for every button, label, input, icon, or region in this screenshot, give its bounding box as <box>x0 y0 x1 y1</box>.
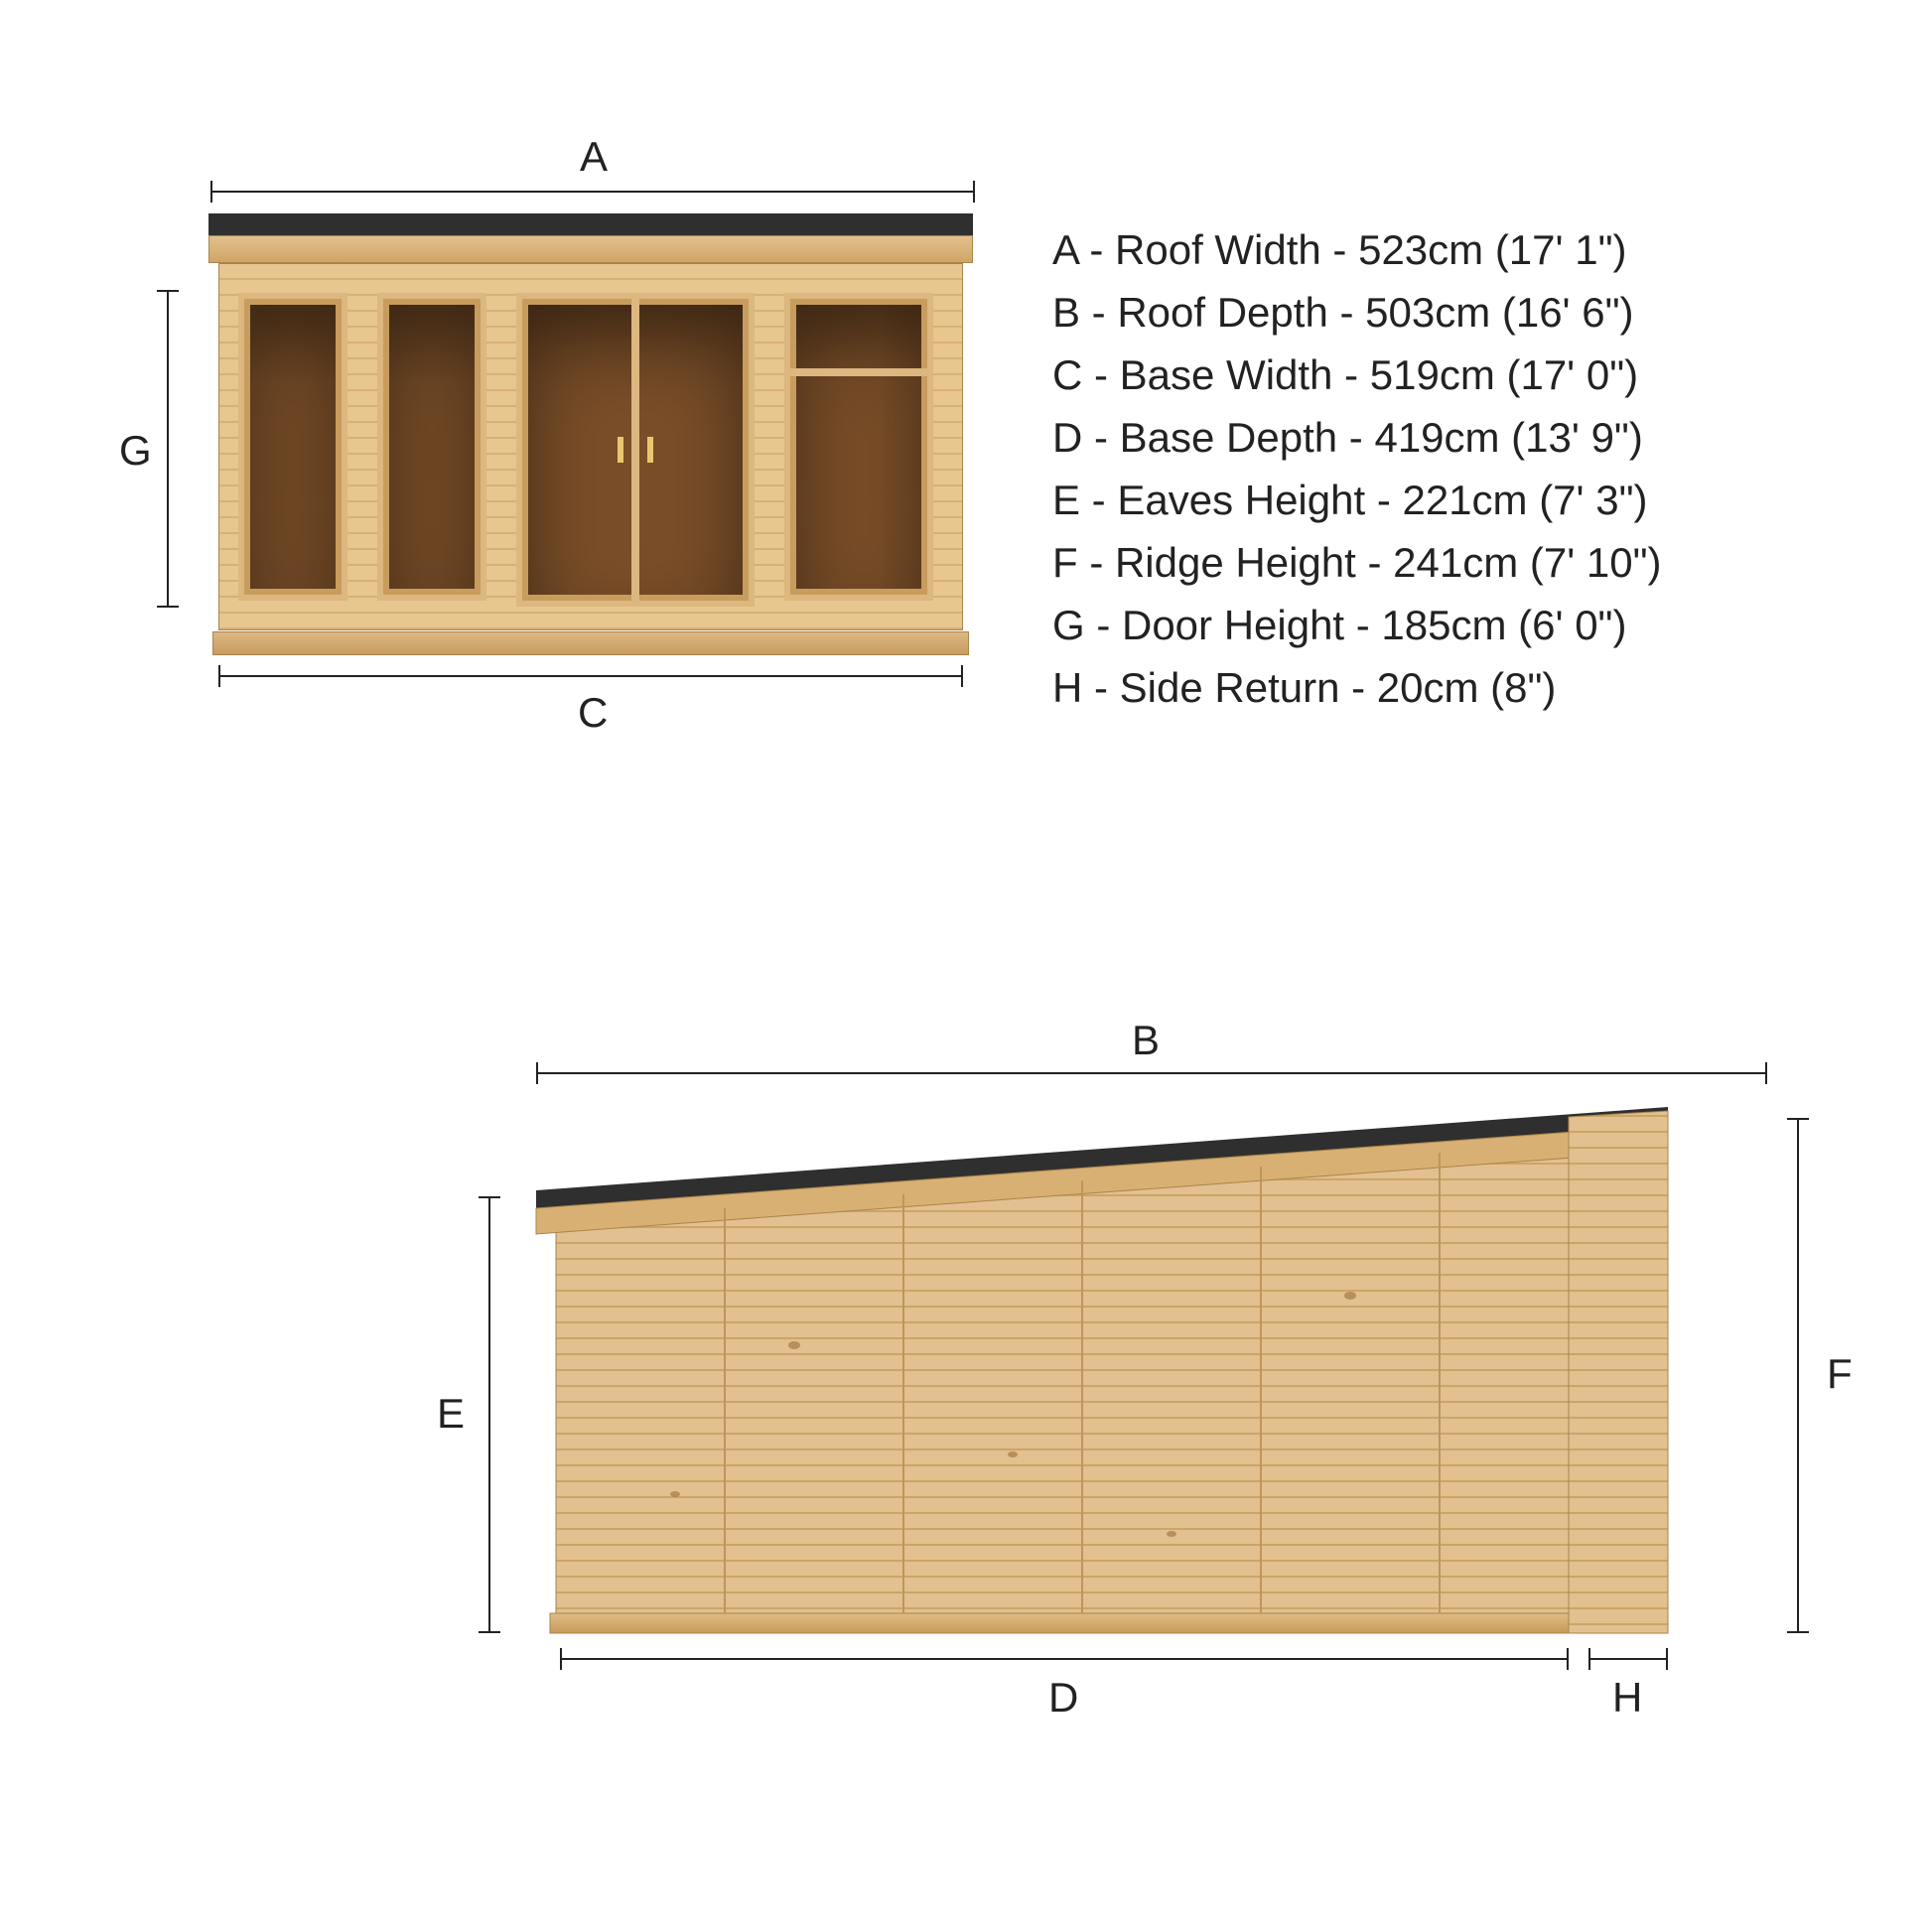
dim-letter-A: A <box>580 133 608 181</box>
legend-row-D: D - Base Depth - 419cm (13' 9") <box>1052 406 1662 469</box>
dim-letter-H: H <box>1612 1674 1642 1722</box>
legend-row-E: E - Eaves Height - 221cm (7' 3") <box>1052 469 1662 531</box>
side-elevation-diagram: B E F D H <box>417 1013 1807 1727</box>
dimension-legend: A - Roof Width - 523cm (17' 1")B - Roof … <box>1052 218 1662 719</box>
dim-line-B <box>536 1072 1767 1074</box>
transom-bar <box>790 368 927 376</box>
door-mullion <box>631 299 639 601</box>
dim-letter-D: D <box>1048 1674 1078 1722</box>
front-elevation-diagram: A G C <box>119 119 993 735</box>
dim-line-H <box>1588 1658 1668 1660</box>
front-fascia <box>208 235 973 263</box>
side-building <box>536 1117 1668 1633</box>
dim-letter-C: C <box>578 689 608 737</box>
dim-letter-F: F <box>1827 1350 1853 1398</box>
dim-line-D <box>560 1658 1569 1660</box>
legend-row-F: F - Ridge Height - 241cm (7' 10") <box>1052 531 1662 594</box>
front-window-transom <box>784 293 933 601</box>
dim-line-F <box>1797 1118 1799 1633</box>
front-roof <box>208 213 973 235</box>
side-svg <box>536 1117 1668 1633</box>
legend-row-H: H - Side Return - 20cm (8") <box>1052 656 1662 719</box>
front-base <box>212 631 969 655</box>
front-doors <box>516 293 755 607</box>
dim-line-C <box>218 675 963 677</box>
dim-line-G <box>167 290 169 608</box>
dim-line-E <box>488 1196 490 1633</box>
dim-letter-B: B <box>1132 1017 1160 1064</box>
legend-row-C: C - Base Width - 519cm (17' 0") <box>1052 344 1662 406</box>
front-building <box>218 213 963 655</box>
door-handle-left <box>618 437 623 463</box>
front-window-2 <box>377 293 486 601</box>
door-handle-right <box>647 437 653 463</box>
dim-line-A <box>210 191 975 193</box>
legend-row-B: B - Roof Depth - 503cm (16' 6") <box>1052 281 1662 344</box>
front-window-1 <box>238 293 347 601</box>
dim-letter-E: E <box>437 1390 465 1438</box>
legend-row-G: G - Door Height - 185cm (6' 0") <box>1052 594 1662 656</box>
dim-letter-G: G <box>119 427 152 475</box>
legend-row-A: A - Roof Width - 523cm (17' 1") <box>1052 218 1662 281</box>
